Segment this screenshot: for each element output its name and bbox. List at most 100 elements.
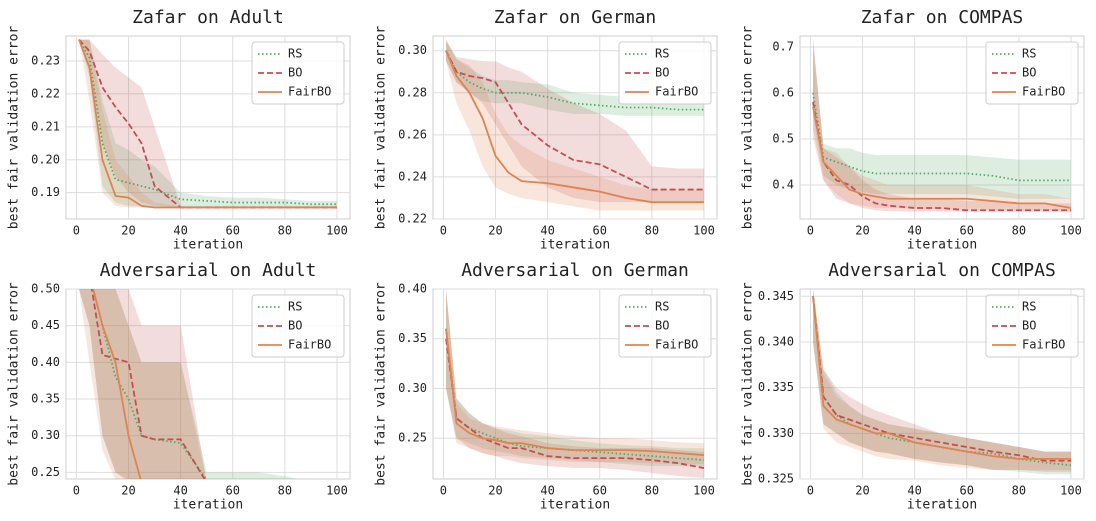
confidence-band [813,289,1071,472]
y-axis-label: best fair validation error [7,282,22,486]
panel: 0.22 0.24 0.26 0.28 0.30 0 20 40 60 80 100 Zafar on… [374,7,718,253]
x-axis-label: iteration [173,498,243,513]
series-line [445,328,705,461]
x-tick-label: 20 [488,484,502,498]
y-tick-label: 0.24 [398,169,427,183]
x-tick-label: 60 [593,224,607,238]
x-tick-label: 100 [326,224,348,238]
y-tick-label: 0.35 [31,392,60,406]
y-tick-label: 0.45 [31,318,60,332]
x-tick-label: 40 [173,484,187,498]
x-tick-label: 60 [960,484,974,498]
legend: RS BO FairBO [251,294,345,358]
x-tick-label: 20 [121,484,135,498]
x-tick-label: 80 [1012,224,1026,238]
series-line [90,289,206,479]
series-group [445,289,705,479]
legend-label: RS [655,47,669,61]
y-tick-label: 0.30 [398,43,427,57]
legend-label: BO [655,319,669,333]
y-tick-label: 0.4 [772,177,794,191]
y-tick-label: 0.325 [758,472,794,486]
confidence-band [446,40,704,211]
x-tick-label: 0 [807,224,814,238]
x-tick-label: 60 [226,484,240,498]
legend-box [985,294,1079,358]
x-tick-label: 40 [173,224,187,238]
x-tick-label: 0 [807,484,814,498]
y-tick-label: 0.23 [31,54,60,68]
panel: 0.19 0.20 0.21 0.22 0.23 0 20 40 60 80 100 Zafar on… [7,7,351,253]
confidence-band [813,47,1071,199]
y-tick-label: 0.30 [31,428,60,442]
x-axis-label: iteration [907,238,977,253]
confidence-band [79,39,337,208]
y-tick-label: 0.5 [772,131,794,145]
panel: 0.325 0.330 0.335 0.340 0.345 0 20 40 60 80 100 Adv… [741,260,1085,513]
series-line [78,39,337,209]
chart-title: Adversarial on German [461,260,689,281]
x-tick-label: 0 [73,224,80,238]
y-tick-label: 0.26 [398,127,427,141]
x-axis-label: iteration [540,498,610,513]
legend-label: FairBO [288,85,331,99]
series-line [78,39,337,206]
confidence-band [79,289,298,479]
y-axis-label: best fair validation error [7,26,22,230]
x-tick-label: 20 [121,224,135,238]
x-tick-label: 60 [960,224,974,238]
y-tick-label: 0.25 [31,465,60,479]
x-tick-label: 40 [540,484,554,498]
series-line [92,289,142,479]
legend-label: BO [1022,319,1036,333]
x-tick-label: 20 [855,224,869,238]
legend-label: FairBO [655,85,698,99]
panel: 0.25 0.30 0.35 0.40 0 20 40 60 80 100 Adversarial … [374,260,718,513]
x-tick-label: 0 [73,484,80,498]
y-tick-label: 0.345 [758,289,794,303]
confidence-band [446,40,704,116]
x-tick-label: 0 [440,224,447,238]
panel: 0.4 0.5 0.6 0.7 0 20 40 60 80 100 Zafar on COMPAS i… [741,7,1085,253]
chart-title: Zafar on COMPAS [861,7,1024,28]
panel: 0.25 0.30 0.35 0.40 0.45 0.50 0 20 40 60 80 100 Adve… [7,260,351,513]
x-tick-label: 80 [278,484,292,498]
x-tick-label: 80 [1012,484,1026,498]
series-line [812,296,1071,460]
legend-label: BO [655,66,669,80]
confidence-band [813,37,1071,212]
legend-label: BO [1022,66,1036,80]
x-tick-label: 20 [488,224,502,238]
y-tick-label: 0.6 [772,86,794,100]
y-tick-label: 0.20 [31,152,60,166]
legend-label: RS [288,47,302,61]
y-tick-label: 0.40 [31,355,60,369]
y-tick-label: 0.335 [758,380,794,394]
x-tick-label: 100 [1060,484,1082,498]
confidence-band [79,39,337,208]
y-tick-label: 0.19 [31,185,60,199]
legend-label: FairBO [1022,338,1065,352]
x-tick-label: 80 [645,484,659,498]
legend: RS BO FairBO [985,41,1079,105]
x-tick-label: 100 [326,484,348,498]
y-tick-label: 0.25 [398,431,427,445]
y-tick-label: 0.340 [758,334,794,348]
x-tick-label: 40 [540,224,554,238]
confidence-band [446,289,704,465]
y-tick-label: 0.330 [758,426,794,440]
confidence-band [79,289,207,479]
confidence-band [446,289,704,479]
series-line [812,92,1071,182]
legend-label: FairBO [1022,85,1065,99]
y-tick-label: 0.30 [398,381,427,395]
legend-label: BO [288,66,302,80]
y-axis-label: best fair validation error [741,282,756,486]
legend-label: FairBO [288,338,331,352]
x-tick-label: 80 [645,224,659,238]
legend-label: RS [1022,47,1036,61]
y-tick-label: 0.22 [31,86,60,100]
y-tick-label: 0.21 [31,119,60,133]
x-axis-label: iteration [540,238,610,253]
